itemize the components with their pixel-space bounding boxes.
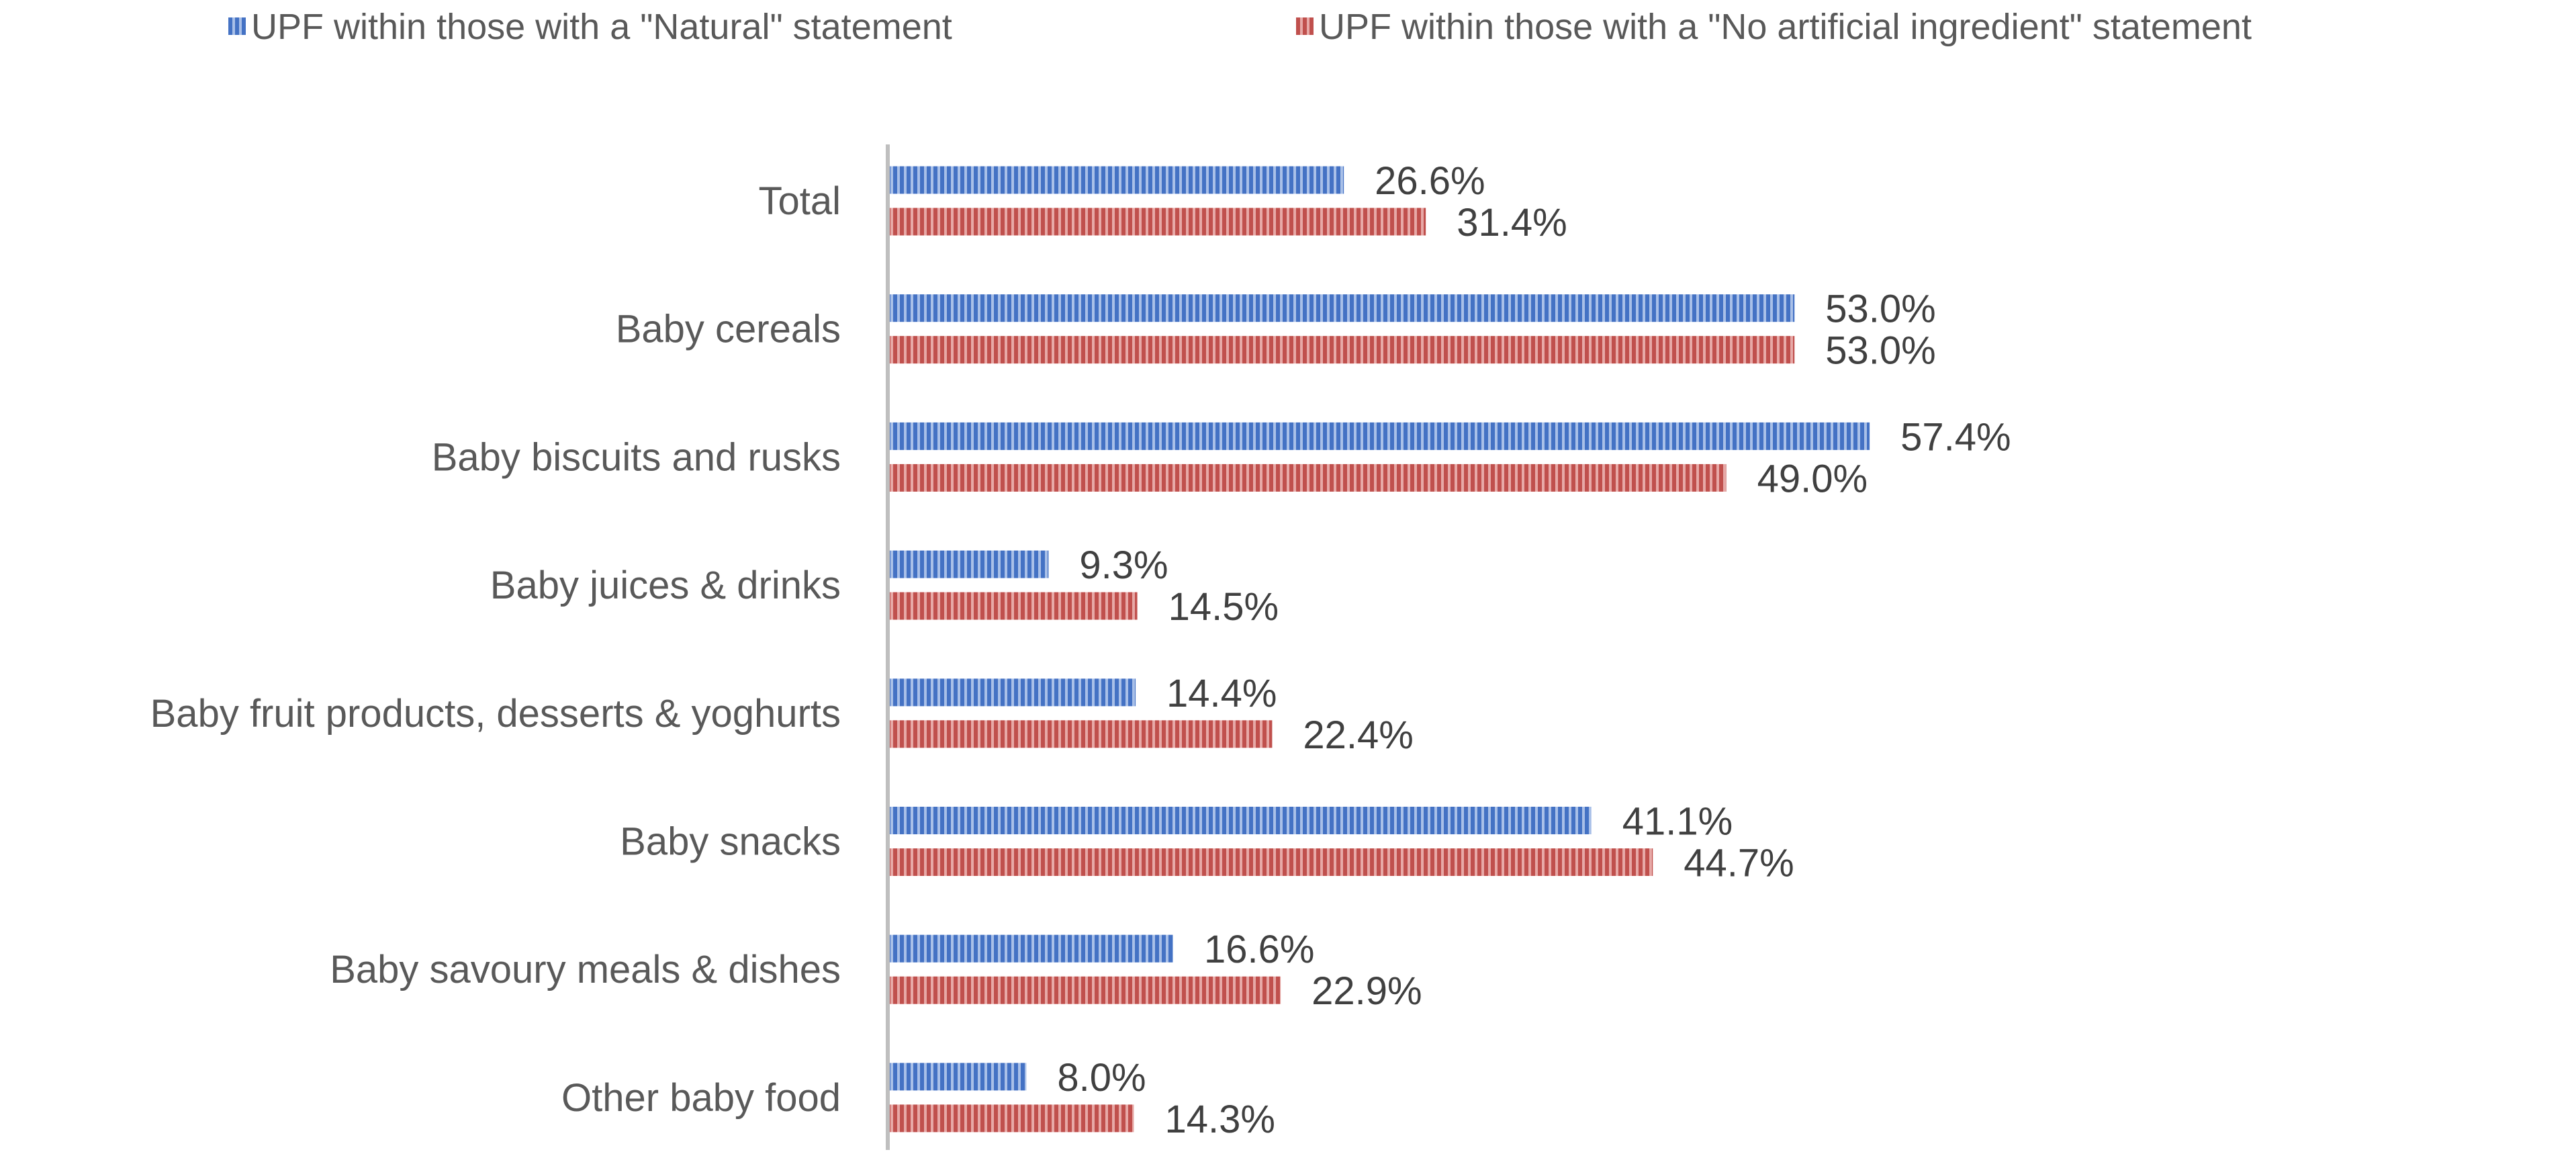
bar-natural: [890, 1063, 1027, 1091]
category-label: Baby juices & drinks: [490, 564, 841, 607]
category-label: Baby savoury meals & dishes: [330, 948, 841, 991]
data-label: 53.0%: [1825, 287, 1935, 331]
data-label: 57.4%: [1900, 415, 2011, 459]
category-label: Baby cereals: [616, 308, 841, 351]
data-label: 31.4%: [1457, 201, 1567, 245]
data-label: 53.0%: [1825, 329, 1935, 373]
bar-no-artificial: [890, 1104, 1134, 1133]
data-label: 44.7%: [1684, 842, 1794, 885]
bar-natural: [890, 550, 1049, 578]
bar-natural: [890, 678, 1136, 707]
bar-natural: [890, 294, 1795, 322]
category-label: Other baby food: [561, 1076, 841, 1120]
bar-natural: [890, 934, 1173, 963]
bar-no-artificial: [890, 463, 1727, 492]
bars: [890, 166, 1870, 1133]
value-labels: 26.6%31.4% 53.0%53.0% 57.4% 49.0% 9.3%14.5% 1…: [1057, 159, 2011, 1141]
category-label: Total: [758, 179, 841, 223]
bar-no-artificial: [890, 592, 1138, 620]
data-label: 14.5%: [1168, 585, 1279, 629]
data-label: 14.3%: [1165, 1098, 1275, 1141]
category-label: Baby snacks: [620, 820, 841, 864]
data-label: 22.4%: [1303, 713, 1413, 757]
data-label: 8.0%: [1057, 1056, 1146, 1100]
category-label: Baby biscuits and rusks: [432, 435, 841, 479]
data-label: 41.1%: [1622, 800, 1733, 844]
legend-label-2: UPF within those with a "No artificial i…: [1319, 7, 2252, 47]
bar-natural: [890, 422, 1870, 450]
data-label: 16.6%: [1204, 928, 1314, 971]
category-label: Baby fruit products, desserts & yoghurts: [150, 692, 841, 736]
data-label: 14.4%: [1166, 672, 1277, 715]
legend-swatch-2: [1296, 17, 1314, 35]
bar-no-artificial: [890, 208, 1426, 236]
bar-no-artificial: [890, 336, 1795, 364]
legend-label-1: UPF within those with a "Natural" statem…: [251, 7, 952, 47]
bar-no-artificial: [890, 848, 1653, 876]
data-label: 26.6%: [1375, 159, 1485, 203]
data-label: 9.3%: [1079, 543, 1168, 587]
legend-swatch-1: [228, 17, 246, 35]
bar-no-artificial: [890, 976, 1281, 1004]
bar-natural: [890, 166, 1344, 194]
bar-natural: [890, 807, 1592, 834]
chart-legend: UPF within those with a "Natural" statem…: [228, 7, 2252, 47]
data-label: 22.9%: [1312, 969, 1422, 1013]
bar-no-artificial: [890, 720, 1273, 748]
data-label: 49.0%: [1757, 457, 1868, 500]
category-labels: Total Baby cereals Baby biscuits and rusks…: [150, 179, 841, 1120]
